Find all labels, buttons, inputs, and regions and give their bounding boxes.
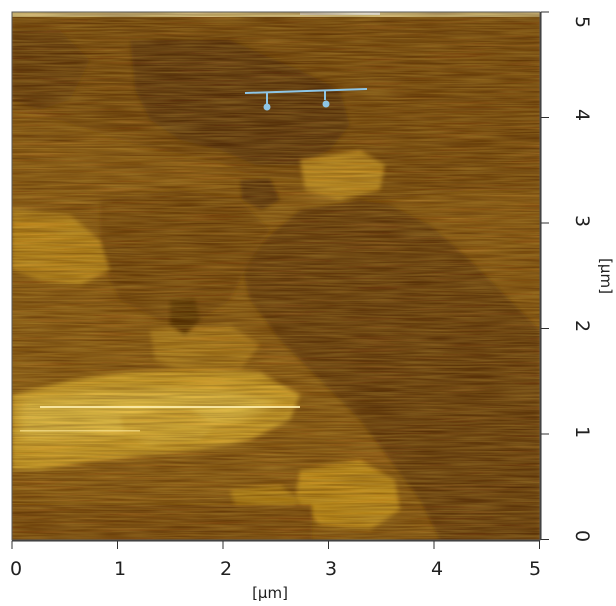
y-tick-label: 0 [571, 530, 593, 542]
x-tick-label: 1 [114, 558, 126, 580]
x-tick-marks [11, 541, 540, 549]
height-map-image[interactable] [12, 12, 540, 540]
x-tick-label: 5 [529, 558, 541, 580]
y-tick-marks [541, 11, 549, 540]
y-tick-label: 2 [571, 320, 593, 332]
profile-line-marker[interactable] [244, 88, 368, 111]
x-tick-label: 3 [325, 558, 337, 580]
y-tick-label: 1 [571, 426, 593, 438]
y-tick-label: 4 [571, 109, 593, 121]
x-tick-label: 0 [10, 558, 22, 580]
y-tick-label: 5 [571, 16, 593, 28]
x-tick-label: 2 [220, 558, 232, 580]
image-frame [11, 11, 541, 541]
y-axis-title: [µm] [597, 258, 615, 294]
x-axis-title: [µm] [252, 584, 288, 602]
x-axis: 0 1 2 3 4 5 [µm] [10, 540, 541, 602]
x-tick-label: 4 [431, 558, 443, 580]
y-tick-label: 3 [571, 215, 593, 227]
y-axis: 0 1 2 3 4 5 [µm] [540, 11, 615, 542]
